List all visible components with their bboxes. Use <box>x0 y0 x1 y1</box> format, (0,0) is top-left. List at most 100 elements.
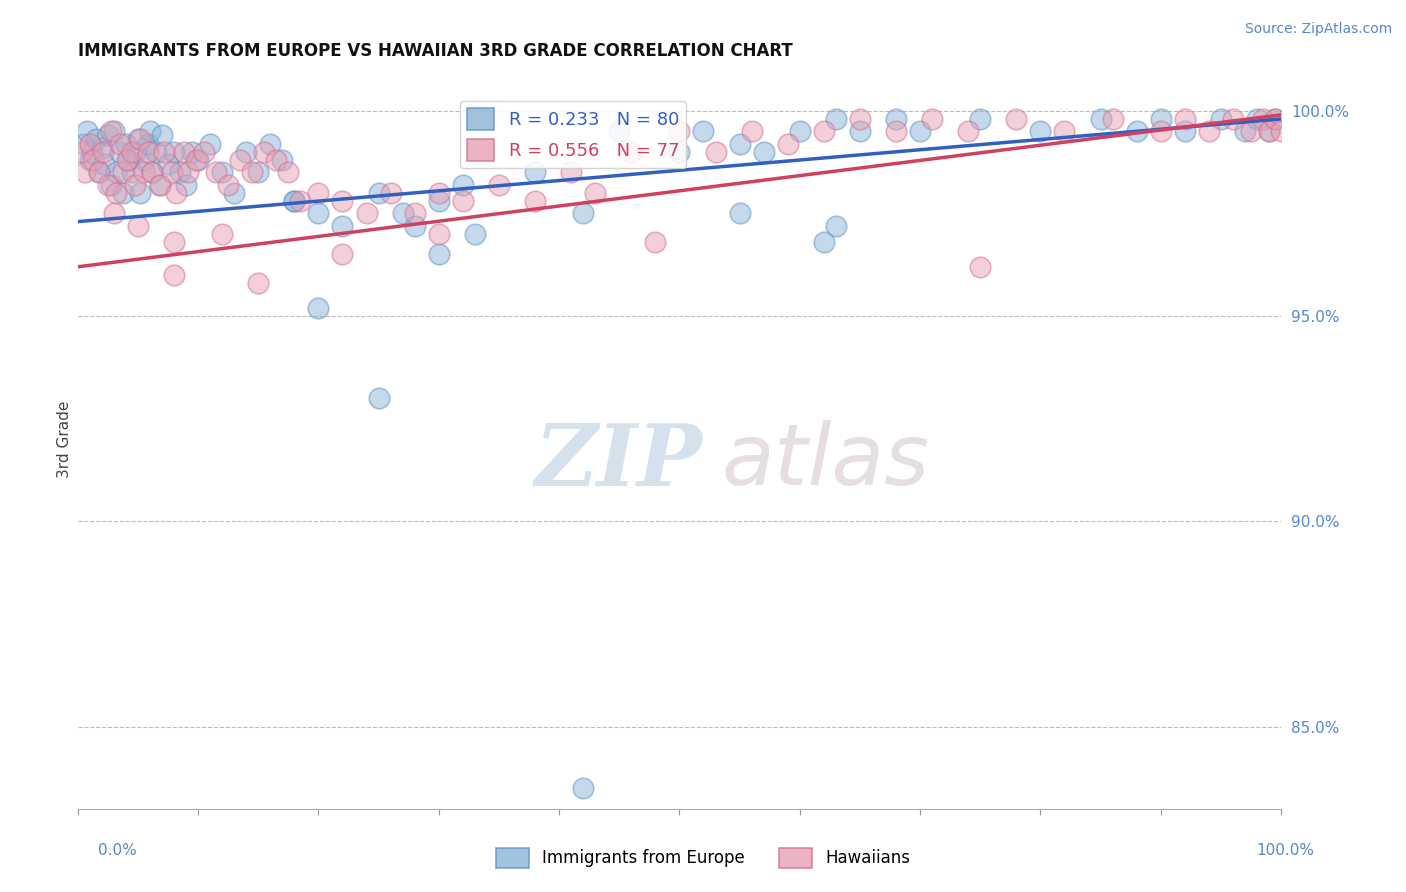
Point <box>205 165 228 179</box>
Point <box>97 128 120 143</box>
Text: 100.0%: 100.0% <box>1257 843 1315 858</box>
Point <box>82 153 104 167</box>
Point <box>644 235 666 249</box>
Point <box>451 194 474 208</box>
Point <box>884 112 907 126</box>
Point <box>404 219 426 233</box>
Point <box>1101 112 1123 126</box>
Point <box>177 165 200 179</box>
Point <box>211 227 233 241</box>
Legend: Immigrants from Europe, Hawaiians: Immigrants from Europe, Hawaiians <box>489 841 917 875</box>
Point <box>108 145 131 159</box>
Point <box>464 227 486 241</box>
Point <box>148 178 170 192</box>
Point <box>752 145 775 159</box>
Point <box>367 391 389 405</box>
Point <box>427 186 450 200</box>
Point <box>451 178 474 192</box>
Point <box>229 153 252 167</box>
Point <box>824 112 846 126</box>
Point <box>235 145 257 159</box>
Point <box>224 186 246 200</box>
Point <box>367 186 389 200</box>
Point <box>115 153 138 167</box>
Point <box>76 124 98 138</box>
Point <box>105 165 128 179</box>
Point <box>198 136 221 151</box>
Point <box>668 124 690 138</box>
Point <box>607 124 630 138</box>
Point <box>163 235 186 249</box>
Point <box>217 178 239 192</box>
Point <box>163 145 186 159</box>
Point <box>1258 124 1281 138</box>
Point <box>620 145 643 159</box>
Point <box>100 178 122 192</box>
Point <box>332 219 354 233</box>
Point <box>174 178 197 192</box>
Point <box>153 145 176 159</box>
Point <box>1150 124 1173 138</box>
Point <box>488 178 510 192</box>
Y-axis label: 3rd Grade: 3rd Grade <box>58 401 72 478</box>
Point <box>813 124 835 138</box>
Point <box>704 145 727 159</box>
Point <box>391 206 413 220</box>
Point <box>849 124 872 138</box>
Point <box>266 153 288 167</box>
Point <box>93 157 115 171</box>
Point <box>89 165 111 179</box>
Point <box>73 136 96 151</box>
Point <box>1246 112 1268 126</box>
Point <box>97 178 120 192</box>
Point <box>91 145 114 159</box>
Text: IMMIGRANTS FROM EUROPE VS HAWAIIAN 3RD GRADE CORRELATION CHART: IMMIGRANTS FROM EUROPE VS HAWAIIAN 3RD G… <box>77 42 793 60</box>
Point <box>728 136 751 151</box>
Point <box>82 145 104 159</box>
Point <box>129 132 152 146</box>
Point <box>307 301 329 315</box>
Point <box>1270 124 1292 138</box>
Point <box>789 124 811 138</box>
Point <box>741 124 763 138</box>
Text: atlas: atlas <box>721 420 929 503</box>
Point <box>89 165 111 179</box>
Point <box>283 194 305 208</box>
Point <box>193 145 215 159</box>
Point <box>1174 112 1197 126</box>
Point <box>524 165 547 179</box>
Point <box>169 165 191 179</box>
Point <box>73 165 96 179</box>
Point <box>1264 112 1286 126</box>
Point <box>380 186 402 200</box>
Point <box>173 145 195 159</box>
Point <box>121 145 143 159</box>
Point <box>259 136 281 151</box>
Point <box>572 206 595 220</box>
Point <box>813 235 835 249</box>
Text: ZIP: ZIP <box>536 420 703 503</box>
Point <box>141 165 163 179</box>
Point <box>560 165 582 179</box>
Point <box>969 112 991 126</box>
Point <box>692 124 714 138</box>
Point <box>129 186 152 200</box>
Point <box>332 194 354 208</box>
Point <box>332 247 354 261</box>
Point <box>921 112 943 126</box>
Point <box>524 194 547 208</box>
Point <box>247 277 270 291</box>
Point <box>572 781 595 796</box>
Point <box>969 260 991 274</box>
Point <box>148 178 170 192</box>
Point <box>583 186 606 200</box>
Point <box>165 186 187 200</box>
Point <box>132 165 155 179</box>
Point <box>247 165 270 179</box>
Point <box>160 165 183 179</box>
Point <box>404 206 426 220</box>
Point <box>115 136 138 151</box>
Point <box>908 124 931 138</box>
Point <box>1029 124 1052 138</box>
Point <box>79 136 101 151</box>
